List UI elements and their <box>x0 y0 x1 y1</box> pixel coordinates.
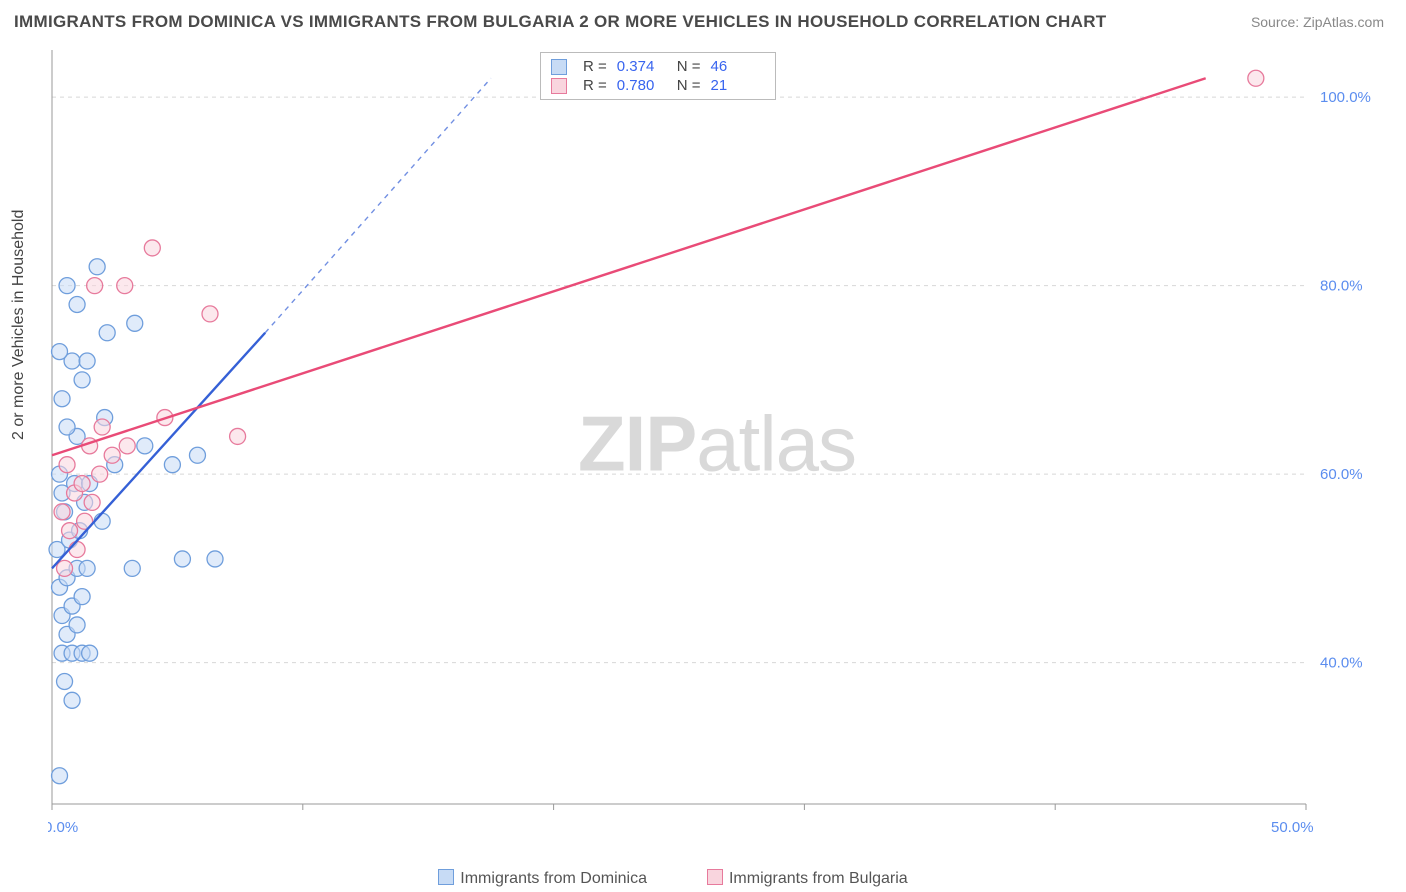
n-value: 21 <box>711 77 761 94</box>
legend-label: Immigrants from Dominica <box>460 870 647 887</box>
n-label: N = <box>677 58 701 75</box>
svg-text:0.0%: 0.0% <box>48 819 78 836</box>
chart-svg: 40.0% 60.0% 80.0% 100.0% 0.0% 50.0% <box>48 44 1386 844</box>
source-attribution: Source: ZipAtlas.com <box>1251 14 1384 30</box>
series-legend: Immigrants from Dominica Immigrants from … <box>0 869 1406 888</box>
r-value: 0.374 <box>617 58 667 75</box>
svg-text:60.0%: 60.0% <box>1320 466 1363 483</box>
r-value: 0.780 <box>617 77 667 94</box>
correlation-legend: R = 0.374 N = 46 R = 0.780 N = 21 <box>540 52 776 100</box>
scatter-plot: 40.0%60.0%80.0%100.0%0.0%50.0% ZIPatlas <box>48 44 1386 844</box>
legend-swatch <box>551 59 567 75</box>
n-value: 46 <box>711 58 761 75</box>
r-label: R = <box>583 58 607 75</box>
y-axis-label: 2 or more Vehicles in Household <box>10 210 28 440</box>
svg-text:50.0%: 50.0% <box>1271 819 1314 836</box>
svg-text:40.0%: 40.0% <box>1320 655 1363 672</box>
svg-text:100.0%: 100.0% <box>1320 89 1371 106</box>
chart-title: IMMIGRANTS FROM DOMINICA VS IMMIGRANTS F… <box>14 12 1106 32</box>
legend-swatch <box>707 869 723 885</box>
legend-label: Immigrants from Bulgaria <box>729 870 908 887</box>
r-label: R = <box>583 77 607 94</box>
legend-swatch <box>551 78 567 94</box>
n-label: N = <box>677 77 701 94</box>
legend-swatch <box>438 869 454 885</box>
svg-text:80.0%: 80.0% <box>1320 278 1363 295</box>
